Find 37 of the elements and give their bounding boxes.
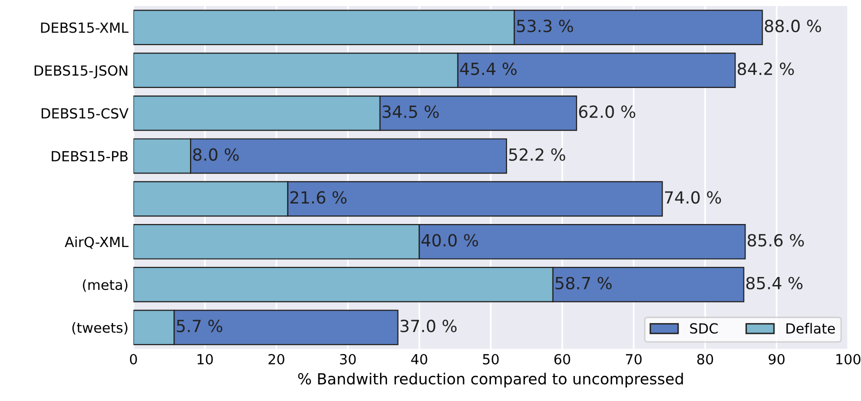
y-tick-label: (tweets): [72, 322, 128, 335]
total-label: 85.4 %: [746, 276, 802, 290]
x-tick-label: 70: [626, 354, 642, 364]
x-tick-label: 40: [411, 354, 428, 364]
x-axis-title: % Bandwith reduction compared to uncompressed: [298, 372, 683, 388]
y-tick-label: DEBS15-JSON: [34, 65, 128, 78]
x-tick-label: 50: [483, 354, 499, 364]
data-label: 34.5 %: [382, 105, 439, 118]
data-label: 40.0 %: [422, 234, 478, 247]
x-tick-label: 60: [554, 354, 570, 364]
total-label: 62.0 %: [579, 105, 636, 118]
data-label: 5.7 %: [176, 320, 222, 332]
total-label: 74.0 %: [665, 191, 721, 204]
legend-label: Deflate: [786, 322, 835, 334]
data-label: 45.4 %: [460, 62, 517, 76]
x-tick-label: 10: [198, 354, 213, 364]
x-tick-label: 20: [268, 354, 284, 364]
y-tick-label: DEBS15-PB: [52, 150, 128, 162]
x-tick-label: 30: [340, 354, 356, 364]
total-label: 88.0 %: [764, 20, 822, 32]
x-tick-label: 90: [768, 354, 785, 364]
data-label: 8.0 %: [193, 148, 239, 161]
total-label: 52.2 %: [509, 148, 566, 161]
y-tick-label: DEBS15-CSV: [42, 108, 128, 119]
legend-label: SDC: [690, 323, 718, 334]
data-label: 58.7 %: [556, 276, 612, 290]
data-label: 21.6 %: [290, 191, 347, 204]
y-tick-label: (meta): [82, 279, 128, 292]
x-tick-label: 100: [836, 354, 860, 364]
x-tick-label: 0: [130, 354, 137, 364]
y-tick-label: AirQ-XML: [64, 236, 129, 249]
total-label: 37.0 %: [400, 320, 457, 332]
total-label: 85.6 %: [748, 234, 804, 247]
data-label: 53.3 %: [517, 20, 574, 32]
total-label: 84.2 %: [738, 62, 794, 76]
y-tick-label: DEBS15-XML: [41, 22, 129, 33]
x-tick-label: 80: [697, 354, 714, 364]
